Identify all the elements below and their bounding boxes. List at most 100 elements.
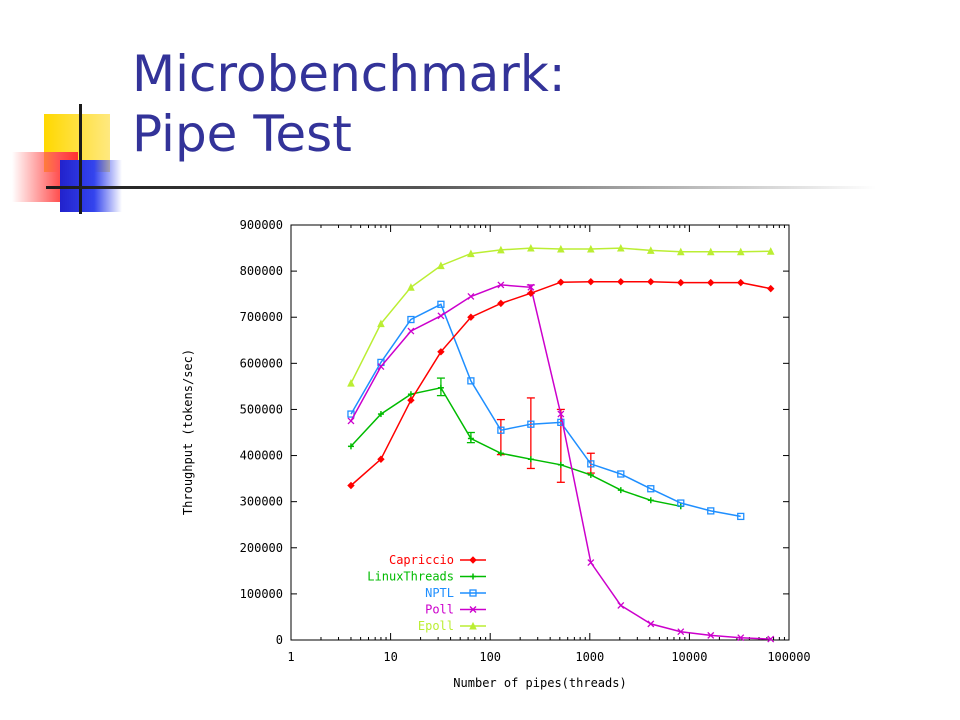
- data-point: [616, 243, 625, 252]
- data-point: [557, 410, 565, 418]
- data-point: [737, 634, 745, 642]
- legend-item-linuxthreads: LinuxThreads: [367, 570, 486, 584]
- data-point: [469, 606, 477, 613]
- data-point: [677, 499, 685, 507]
- data-point: [437, 312, 445, 320]
- slide-title: Microbenchmark: Pipe Test: [132, 44, 566, 164]
- data-point: [437, 300, 445, 308]
- error-bars: [436, 284, 595, 483]
- series-line: [350, 247, 771, 384]
- data-point: [470, 573, 476, 580]
- legend-label: NPTL: [425, 586, 454, 600]
- data-point: [646, 246, 655, 254]
- data-point: [527, 289, 535, 297]
- y-tick-label: 600000: [240, 356, 283, 370]
- plot-frame: [290, 224, 790, 641]
- data-point: [587, 278, 595, 286]
- y-tick-label: 900000: [240, 218, 283, 232]
- data-point: [467, 249, 475, 258]
- legend-label: Capriccio: [389, 553, 454, 567]
- y-tick-label: 400000: [240, 449, 283, 463]
- data-point: [469, 621, 477, 630]
- data-point: [587, 460, 595, 468]
- data-point: [469, 556, 477, 564]
- data-point: [527, 243, 535, 252]
- data-point: [467, 293, 475, 300]
- series-poll: [347, 281, 775, 643]
- data-point: [497, 245, 505, 254]
- data-point: [677, 628, 685, 636]
- throughput-chart: 0 100000 200000 300000 400000 500000 600000 700…: [181, 218, 811, 690]
- y-axis-label: Throughput (tokens/sec): [181, 349, 195, 515]
- data-point: [767, 284, 775, 293]
- error-bar: [556, 408, 565, 483]
- legend-label: Epoll: [418, 619, 454, 633]
- data-point: [467, 435, 474, 442]
- data-point: [527, 456, 534, 463]
- legend-item-nptl: NPTL: [425, 586, 486, 600]
- series-linuxthreads: [347, 384, 684, 510]
- data-point: [467, 313, 475, 321]
- data-point: [377, 363, 385, 371]
- data-point: [469, 589, 477, 597]
- legend-label: Poll: [425, 603, 454, 617]
- x-tick-label: 10: [383, 650, 397, 664]
- data-point: [766, 247, 775, 255]
- data-point: [347, 481, 355, 490]
- data-point: [557, 244, 565, 253]
- series-line: [350, 386, 681, 508]
- slide-title-line1: Microbenchmark:: [132, 45, 566, 103]
- data-point: [497, 426, 505, 434]
- data-point: [407, 391, 414, 398]
- x-tick-label: 1000: [575, 650, 604, 664]
- y-axis-ticks: 0 100000 200000 300000 400000 500000 600000 700…: [240, 218, 789, 647]
- legend: Capriccio LinuxThreads NPTL Poll Epoll: [367, 553, 486, 633]
- data-point: [617, 470, 625, 478]
- y-tick-label: 500000: [240, 402, 283, 416]
- y-tick-label: 100000: [240, 587, 283, 601]
- data-point: [737, 512, 745, 521]
- data-point: [707, 507, 715, 515]
- data-point: [527, 283, 535, 291]
- data-point: [527, 420, 535, 428]
- data-point: [677, 278, 685, 287]
- data-point: [767, 635, 775, 643]
- y-tick-label: 800000: [240, 264, 283, 278]
- data-point: [617, 487, 624, 494]
- x-tick-label: 10000: [671, 650, 707, 664]
- data-point: [587, 559, 595, 566]
- x-tick-label: 100000: [767, 650, 810, 664]
- decor-vertical-line: [79, 104, 82, 214]
- data-point: [676, 247, 685, 256]
- data-point: [407, 327, 415, 335]
- legend-item-epoll: Epoll: [418, 619, 486, 633]
- data-point: [707, 631, 715, 639]
- data-point: [467, 377, 475, 385]
- x-axis-ticks: 1 10 100 1000 10000 100000: [287, 225, 811, 664]
- data-point: [587, 244, 595, 253]
- y-tick-label: 300000: [240, 495, 283, 509]
- legend-item-poll: Poll: [425, 603, 486, 617]
- x-tick-label: 100: [479, 650, 501, 664]
- data-point: [377, 411, 384, 418]
- data-point: [497, 281, 505, 289]
- data-point: [557, 461, 564, 468]
- data-point: [736, 247, 745, 256]
- series-line: [350, 303, 741, 518]
- series-lines: [347, 243, 775, 643]
- data-point: [647, 278, 655, 286]
- series-epoll: [347, 243, 775, 387]
- data-point: [737, 278, 745, 287]
- data-point: [557, 278, 565, 286]
- data-point: [617, 278, 625, 286]
- data-point: [377, 455, 385, 463]
- data-point: [707, 278, 715, 287]
- series-capriccio: [347, 278, 775, 490]
- x-axis-label: Number of pipes(threads): [453, 676, 626, 690]
- data-point: [347, 417, 355, 425]
- series-nptl: [347, 300, 745, 521]
- data-point: [407, 315, 415, 324]
- legend-item-capriccio: Capriccio: [389, 553, 486, 567]
- data-point: [437, 384, 444, 391]
- data-point: [647, 485, 655, 493]
